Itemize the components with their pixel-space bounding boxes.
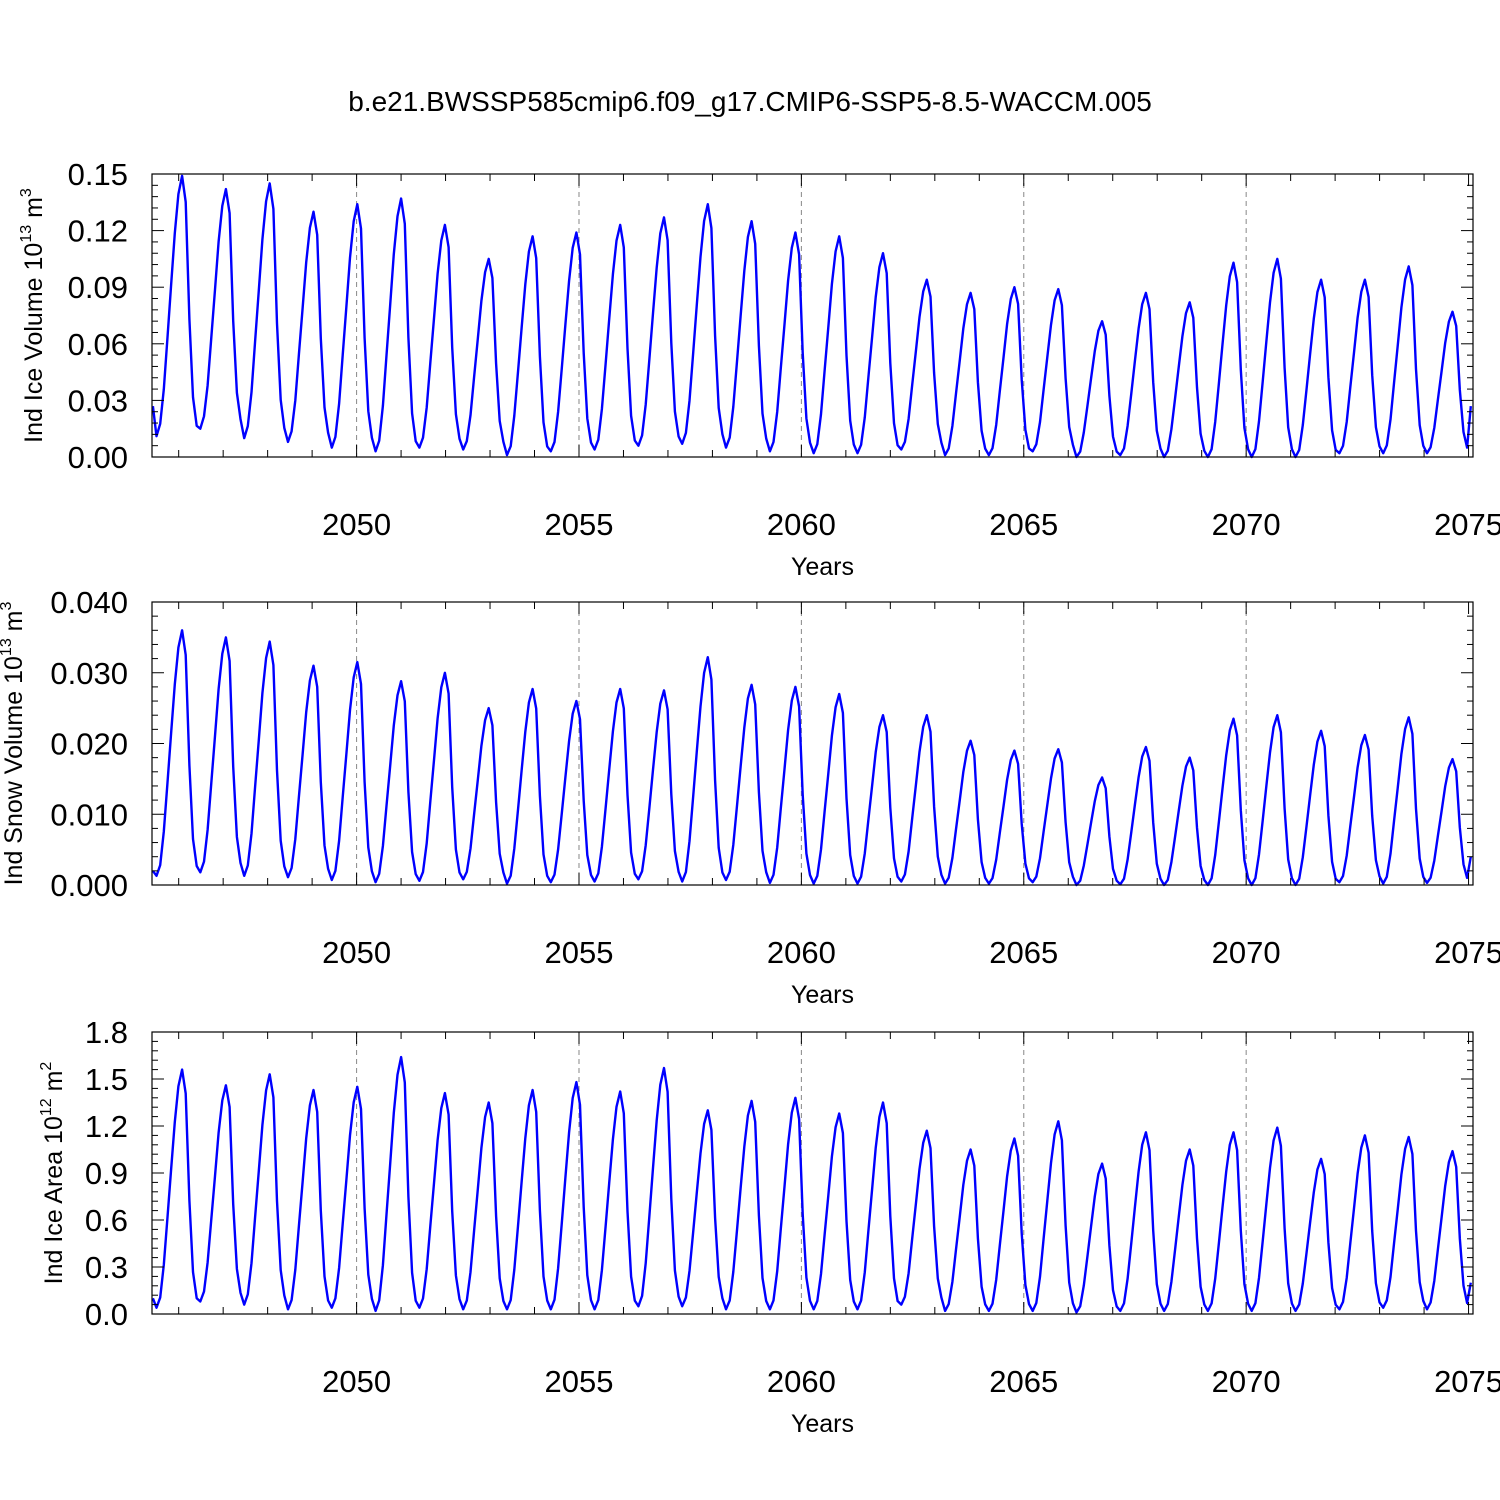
x-tick-label: 2060 [767,1364,836,1399]
data-series-line [151,174,1472,459]
x-tick-label: 2070 [1212,1364,1281,1399]
x-tick-label: 2075 [1434,1364,1500,1399]
ice-volume-panel: 0.00 0.03 0.06 0.09 0.12 0.15 2050 2055 2060 2065… [18,157,1500,581]
y-tick-label: 0.03 [68,383,128,418]
y-tick-label: 0.020 [50,727,128,762]
y-tick-label: 0.06 [68,327,128,362]
plot-frame [151,173,1474,458]
y-tick-label: 1.8 [85,1015,128,1050]
x-tick-label: 2065 [989,935,1058,970]
x-tick-label: 2065 [989,1364,1058,1399]
figure-title: b.e21.BWSSP585cmip6.f09_g17.CMIP6-SSP5-8… [348,86,1152,117]
y-tick-label: 0.09 [68,270,128,305]
y-tick-label: 1.2 [85,1109,128,1144]
y-tick-label: 0.00 [68,440,128,475]
x-tick-label: 2055 [545,1364,614,1399]
y-tick-label: 0.0 [85,1297,128,1332]
x-tick-label: 2060 [767,507,836,542]
y-axis-label: Ind Snow Volume 1013 m3 [0,602,28,886]
y-axis-label: Ind Ice Volume 1013 m3 [18,188,48,443]
snow-volume-panel: 0.000 0.010 0.020 0.030 0.040 2050 2055 2060 206… [0,585,1500,1009]
x-axis-label: Years [791,1410,854,1438]
y-tick-label: 0.6 [85,1203,128,1238]
y-tick-label: 0.000 [50,868,128,903]
x-tick-label: 2070 [1212,935,1281,970]
y-tick-label: 0.9 [85,1156,128,1191]
y-tick-label: 0.12 [68,214,128,249]
x-tick-label: 2055 [545,507,614,542]
x-tick-label: 2055 [545,935,614,970]
y-tick-label: 1.5 [85,1062,128,1097]
y-axis-label: Ind Ice Area 1012 m2 [38,1062,68,1285]
x-tick-label: 2060 [767,935,836,970]
y-tick-label: 0.010 [50,797,128,832]
x-tick-label: 2070 [1212,507,1281,542]
y-tick-label: 0.030 [50,656,128,691]
x-axis-label: Years [791,981,854,1009]
plot-frame [151,1031,1474,1315]
x-tick-label: 2050 [322,1364,391,1399]
data-series-line [151,1055,1472,1314]
y-tick-label: 0.040 [50,585,128,620]
data-series-line [151,629,1472,887]
ice-area-panel: 0.0 0.3 0.6 0.9 1.2 1.5 1.8 2050 2055 2060 2065 207… [38,1015,1500,1438]
y-tick-label: 0.3 [85,1250,128,1285]
y-tick-label: 0.15 [68,157,128,192]
plot-frame [151,601,1474,886]
x-tick-label: 2050 [322,507,391,542]
x-tick-label: 2075 [1434,507,1500,542]
x-tick-label: 2050 [322,935,391,970]
x-tick-label: 2075 [1434,935,1500,970]
x-axis-label: Years [791,553,854,581]
x-tick-label: 2065 [989,507,1058,542]
